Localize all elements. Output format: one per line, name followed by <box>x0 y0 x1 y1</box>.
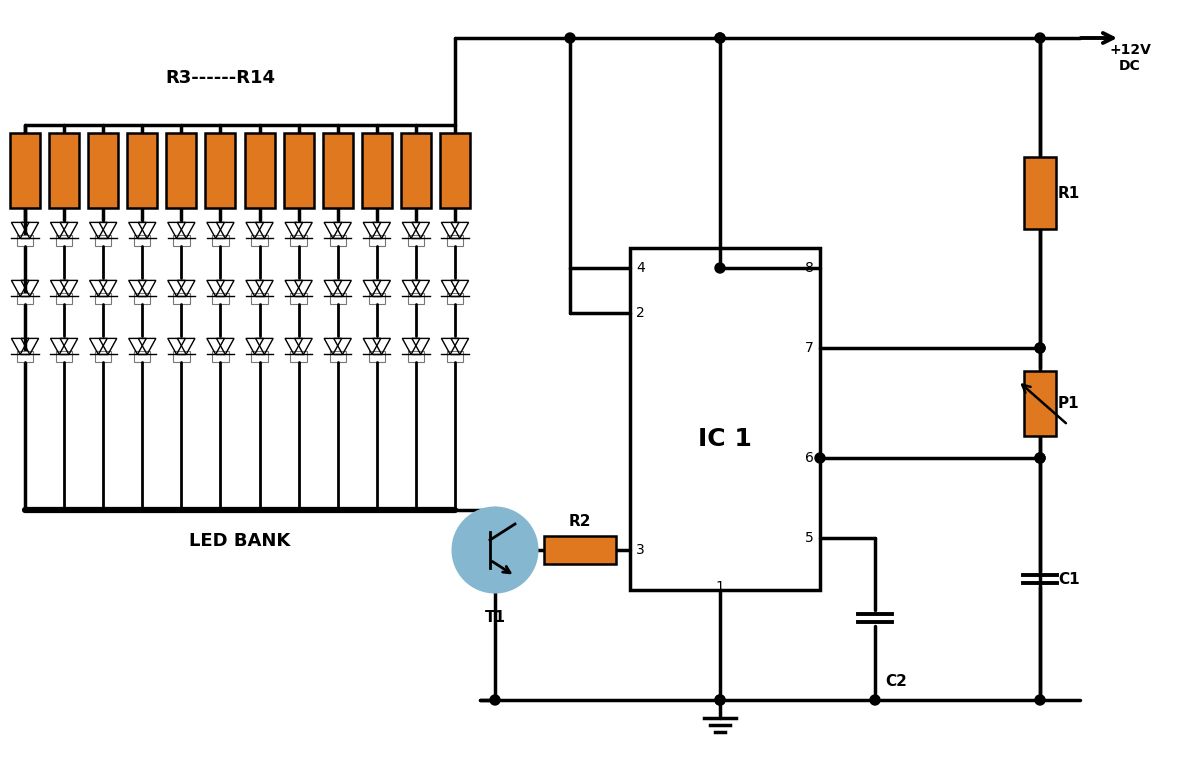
Circle shape <box>1035 695 1045 705</box>
Bar <box>95 293 112 304</box>
Bar <box>127 133 157 208</box>
Bar <box>368 234 385 245</box>
Text: IC 1: IC 1 <box>698 427 752 451</box>
Bar <box>206 133 236 208</box>
Bar <box>330 351 345 362</box>
Circle shape <box>453 508 537 592</box>
Bar <box>291 293 307 304</box>
Bar <box>407 293 424 304</box>
Bar <box>407 351 424 362</box>
Bar <box>251 234 268 245</box>
Text: 6: 6 <box>805 451 813 465</box>
Bar <box>251 293 268 304</box>
Bar <box>1024 370 1056 436</box>
Text: P1: P1 <box>1058 395 1079 411</box>
Bar <box>167 133 197 208</box>
Bar <box>17 293 33 304</box>
Bar <box>447 351 463 362</box>
Bar <box>173 351 189 362</box>
Circle shape <box>715 695 725 705</box>
Text: R1: R1 <box>1058 186 1080 201</box>
Bar <box>56 234 73 245</box>
Circle shape <box>715 33 725 43</box>
Text: 8: 8 <box>805 261 813 275</box>
Bar <box>447 293 463 304</box>
Bar <box>56 351 73 362</box>
Text: C2: C2 <box>885 675 906 690</box>
Bar <box>212 351 229 362</box>
Bar <box>135 234 150 245</box>
Bar <box>362 133 392 208</box>
Bar <box>368 293 385 304</box>
Circle shape <box>1035 453 1045 463</box>
Bar <box>407 234 424 245</box>
Bar <box>291 234 307 245</box>
Circle shape <box>715 695 725 705</box>
Circle shape <box>565 33 575 43</box>
Text: T1: T1 <box>485 610 505 625</box>
Bar <box>544 536 616 564</box>
Bar <box>330 234 345 245</box>
Circle shape <box>1035 33 1045 43</box>
Text: 3: 3 <box>636 543 644 557</box>
Bar <box>251 351 268 362</box>
Text: R2: R2 <box>569 515 591 530</box>
Bar <box>439 133 470 208</box>
Bar <box>212 234 229 245</box>
Text: 4: 4 <box>636 261 644 275</box>
Text: C1: C1 <box>1058 572 1079 587</box>
Bar <box>447 234 463 245</box>
Circle shape <box>1035 453 1045 463</box>
Text: R3------R14: R3------R14 <box>166 69 275 87</box>
Circle shape <box>1035 343 1045 353</box>
Bar <box>135 351 150 362</box>
Circle shape <box>1035 343 1045 353</box>
Bar <box>1024 157 1056 229</box>
Bar <box>173 293 189 304</box>
Bar <box>244 133 275 208</box>
Text: 5: 5 <box>805 531 813 545</box>
Bar <box>368 351 385 362</box>
Circle shape <box>715 263 725 273</box>
Bar <box>401 133 431 208</box>
Bar <box>10 133 40 208</box>
Circle shape <box>490 695 500 705</box>
Bar <box>173 234 189 245</box>
Bar <box>49 133 79 208</box>
Bar <box>88 133 118 208</box>
Bar <box>95 234 112 245</box>
Bar <box>95 351 112 362</box>
Bar <box>212 293 229 304</box>
Bar <box>17 351 33 362</box>
Bar <box>56 293 73 304</box>
Bar <box>330 293 345 304</box>
Bar <box>630 248 819 590</box>
Bar <box>17 234 33 245</box>
Text: 1: 1 <box>716 580 724 594</box>
Circle shape <box>869 695 880 705</box>
Text: +12V
DC: +12V DC <box>1109 43 1151 73</box>
Text: 2: 2 <box>636 306 644 320</box>
Circle shape <box>815 453 825 463</box>
Text: 7: 7 <box>805 341 813 355</box>
Text: LED BANK: LED BANK <box>189 532 291 550</box>
Bar <box>323 133 353 208</box>
Bar <box>135 293 150 304</box>
Bar <box>291 351 307 362</box>
Bar <box>283 133 313 208</box>
Circle shape <box>715 33 725 43</box>
